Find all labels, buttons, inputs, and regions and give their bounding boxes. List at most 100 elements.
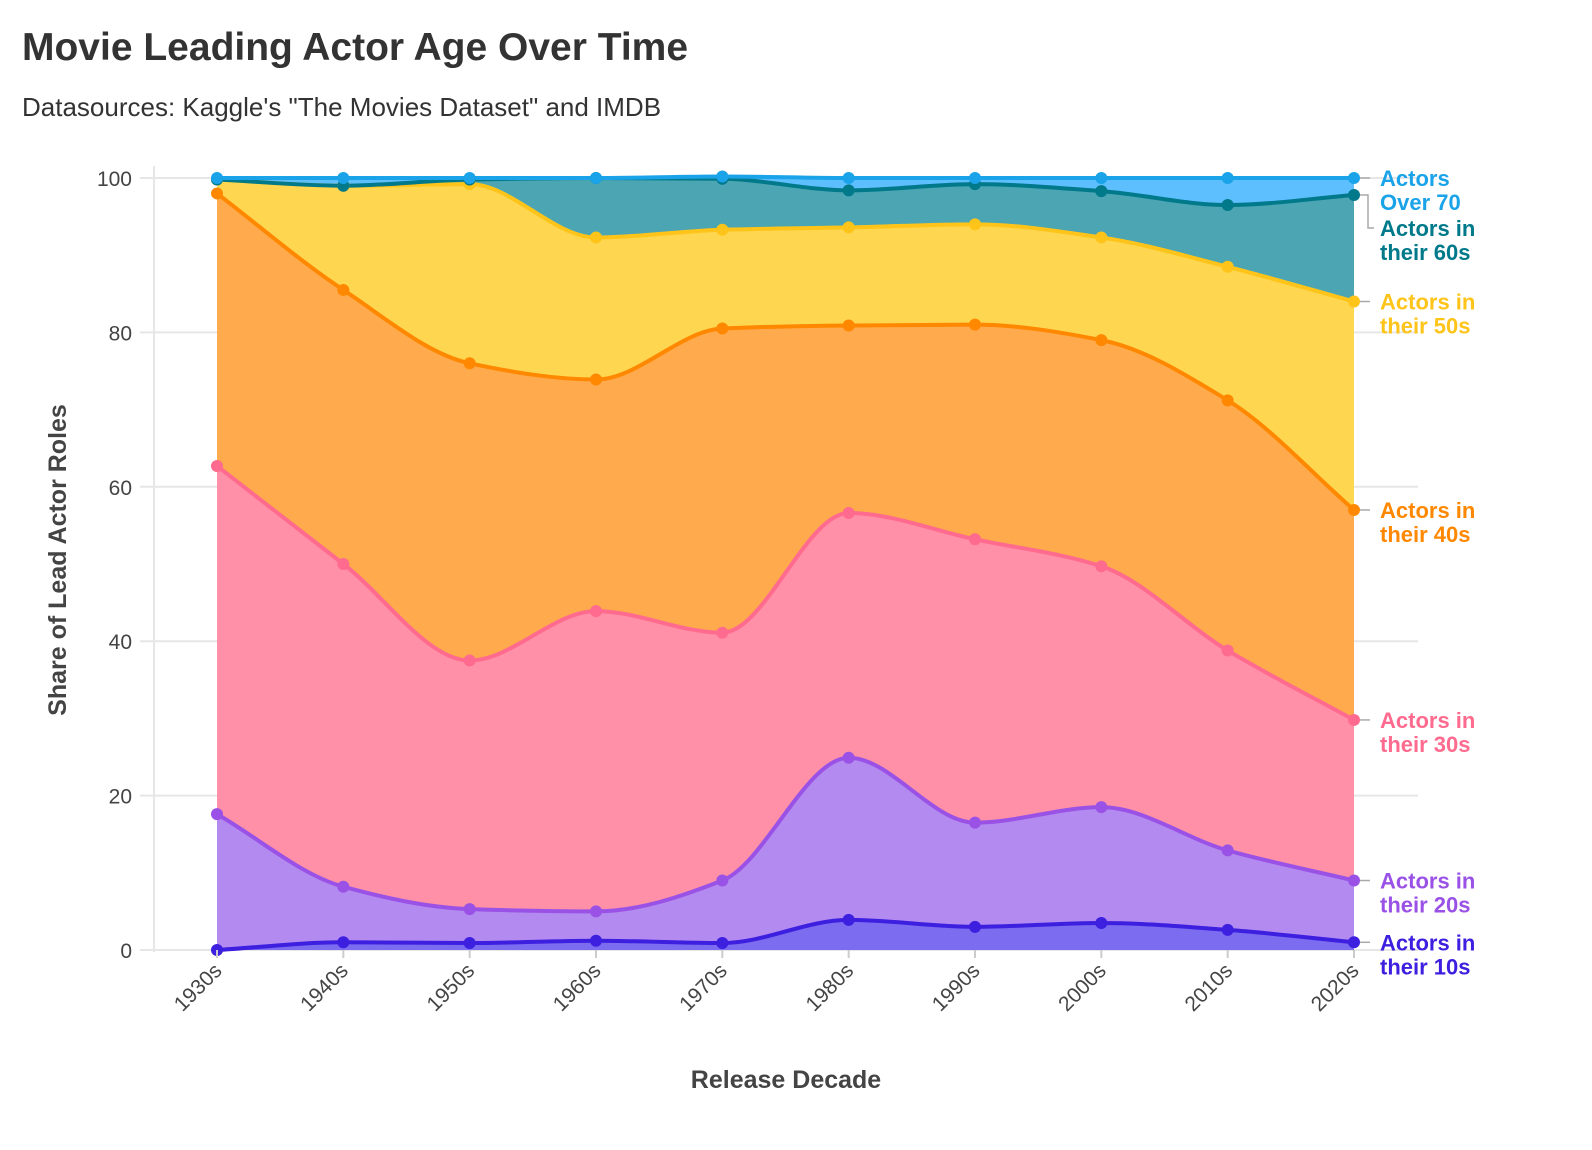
series-label: Actors in: [1380, 708, 1475, 733]
data-point: [969, 816, 981, 829]
data-point: [337, 936, 350, 949]
y-axis-title: Share of Lead Actor Roles: [44, 404, 72, 716]
series-label: Actors in: [1380, 930, 1475, 955]
data-point: [1348, 295, 1360, 308]
area-4: [217, 179, 1354, 510]
x-tick-label: 2020s: [1307, 959, 1364, 1016]
x-tick-label: 1990s: [928, 959, 985, 1016]
series-label: their 10s: [1380, 954, 1471, 979]
data-point: [969, 218, 981, 231]
x-tick-label: 2000s: [1054, 959, 1111, 1016]
data-point: [1221, 923, 1234, 936]
data-point: [590, 934, 602, 947]
x-axis-title: Release Decade: [691, 1066, 882, 1094]
series-label: their 20s: [1380, 893, 1471, 918]
series-label: their 30s: [1380, 732, 1471, 757]
x-tick-label: 1950s: [422, 959, 479, 1016]
x-tick-label: 1930s: [170, 959, 227, 1016]
data-point: [842, 221, 855, 234]
data-point: [1348, 503, 1360, 516]
data-point: [1221, 199, 1234, 212]
data-point: [211, 808, 223, 821]
x-tick-label: 1940s: [296, 959, 353, 1016]
series-line-6: [217, 174, 1354, 181]
data-point: [716, 937, 729, 950]
data-point: [969, 920, 981, 933]
data-point: [842, 184, 855, 197]
data-point: [969, 533, 981, 546]
data-point: [211, 187, 223, 200]
data-point: [1095, 185, 1108, 198]
data-point: [590, 605, 602, 618]
data-point: [1348, 713, 1360, 726]
data-point: [337, 880, 350, 893]
data-point: [337, 283, 350, 296]
label-connector: [1360, 194, 1374, 229]
data-point: [1095, 916, 1108, 929]
data-point: [1095, 172, 1108, 184]
series-label: Actors in: [1380, 498, 1475, 523]
area-2: [217, 465, 1354, 912]
data-point: [463, 357, 476, 370]
data-point: [1095, 560, 1108, 573]
data-point: [842, 319, 855, 332]
data-point: [1095, 801, 1108, 814]
chart-subtitle: Datasources: Kaggle's "The Movies Datase…: [22, 92, 662, 122]
data-point: [463, 172, 476, 184]
y-tick-label: 80: [109, 322, 132, 345]
data-point: [969, 172, 981, 184]
y-tick-label: 100: [97, 168, 132, 191]
data-point: [590, 172, 602, 184]
y-tick-label: 40: [109, 631, 132, 654]
series-label: their 60s: [1380, 240, 1471, 265]
series-line-3: [215, 191, 1356, 512]
x-tick-label: 1970s: [675, 959, 732, 1016]
series-label: Actors in: [1380, 216, 1475, 241]
data-point: [337, 558, 350, 570]
area-5: [217, 178, 1354, 302]
area-fills: [217, 176, 1354, 950]
series-line-1: [216, 755, 1355, 914]
y-tick-label: 60: [109, 477, 132, 500]
series-label: their 50s: [1380, 314, 1471, 339]
data-point: [1221, 260, 1234, 273]
x-tick-label: 1960s: [549, 959, 606, 1016]
data-point: [1348, 874, 1360, 887]
data-point: [463, 903, 476, 916]
series-label: Over 70: [1380, 190, 1461, 215]
data-point: [211, 172, 223, 184]
data-points: [211, 170, 1360, 956]
series-label: Actors: [1380, 166, 1450, 191]
data-point: [211, 459, 223, 472]
x-tick-label: 1980s: [801, 959, 858, 1016]
data-point: [1221, 644, 1234, 657]
data-point: [842, 913, 855, 926]
area-3: [217, 193, 1354, 720]
series-line-4: [216, 177, 1355, 304]
series-lines: [215, 174, 1356, 952]
data-point: [716, 170, 729, 183]
data-point: [1348, 936, 1360, 949]
series-label: their 40s: [1380, 522, 1471, 547]
data-point: [1348, 188, 1360, 201]
data-point: [590, 373, 602, 386]
series-line-0: [216, 917, 1355, 952]
data-point: [716, 626, 729, 639]
data-point: [842, 507, 855, 520]
x-tick-label: 2010s: [1180, 959, 1237, 1016]
data-point: [716, 322, 729, 335]
data-point: [969, 318, 981, 331]
series-line-2: [215, 464, 1355, 722]
data-point: [590, 905, 602, 918]
area-0: [217, 919, 1354, 950]
y-tick-label: 20: [109, 786, 132, 809]
area-1: [217, 757, 1354, 950]
